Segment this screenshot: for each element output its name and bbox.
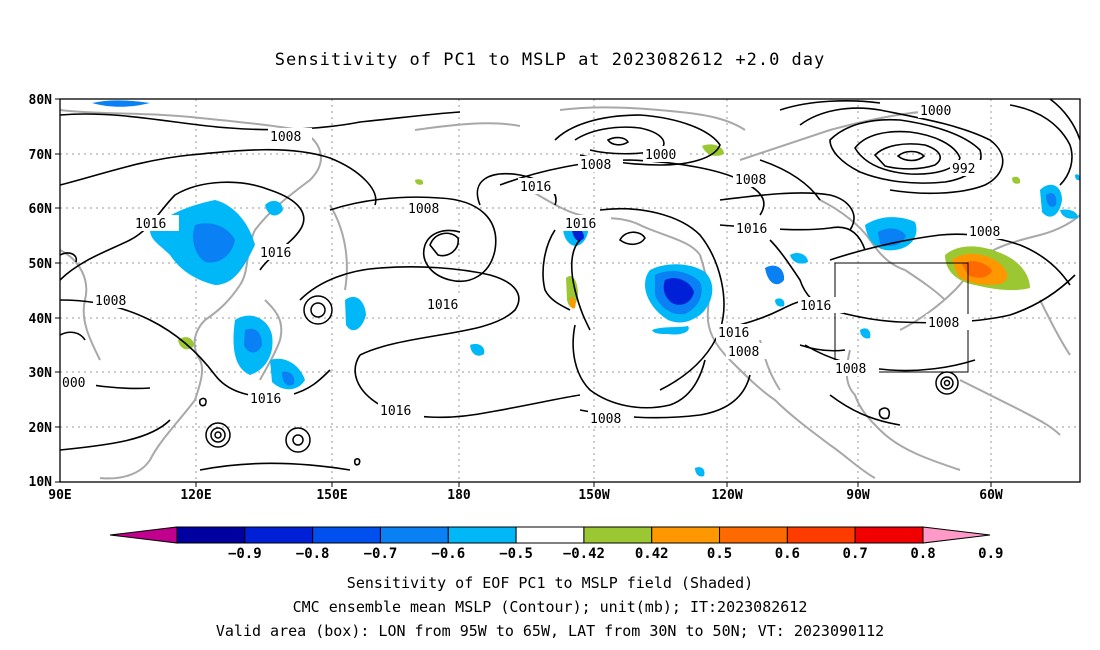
contour-label: 1008 xyxy=(969,225,1000,240)
contour-label: 1008 xyxy=(580,158,611,173)
latitude-labels: 80N 70N 60N 50N 40N 30N 20N 10N xyxy=(29,93,53,490)
contour-label: 992 xyxy=(952,162,975,177)
axis-ticks xyxy=(55,98,992,487)
colorbar-segment xyxy=(379,526,449,544)
lon-label: 120W xyxy=(711,488,742,503)
colorbar-tick-label: 0.42 xyxy=(635,546,669,562)
colorbar-tick-label: −0.8 xyxy=(296,546,330,562)
lon-label: 180 xyxy=(447,488,471,503)
colorbar-segment xyxy=(651,526,721,544)
contour-label: 1000 xyxy=(645,148,676,163)
contour-label: 1016 xyxy=(718,326,749,341)
colorbar-segment xyxy=(583,526,653,544)
coastlines xyxy=(60,106,1080,480)
colorbar-segment xyxy=(176,526,246,544)
colorbar-segment xyxy=(854,526,924,544)
contour-label: 1008 xyxy=(728,345,759,360)
contour-label: 1008 xyxy=(408,202,439,217)
colorbar-segment xyxy=(719,526,788,544)
contour-label: 1008 xyxy=(835,362,866,377)
contour-label: 1000 xyxy=(920,104,951,119)
caption-line-3: Valid area (box): LON from 95W to 65W, L… xyxy=(215,622,885,640)
lat-label: 70N xyxy=(29,148,53,163)
lon-label: 120E xyxy=(180,488,211,503)
plot-title: Sensitivity of PC1 to MSLP at 2023082612… xyxy=(274,50,826,70)
colorbar-segment xyxy=(447,526,517,544)
lat-label: 20N xyxy=(29,421,53,436)
contour-labels: 1008 1000 1008 1000 992 1008 1016 1008 1… xyxy=(60,102,1013,427)
colorbar-tick-label: −0.6 xyxy=(431,546,465,562)
caption-line-1: Sensitivity of EOF PC1 to MSLP field (Sh… xyxy=(346,574,754,592)
caption-line-2: CMC ensemble mean MSLP (Contour); unit(m… xyxy=(292,598,808,616)
colorbar-tick-label: −0.42 xyxy=(563,546,605,562)
contour-label: 1016 xyxy=(520,180,551,195)
contour-label: 1016 xyxy=(565,217,596,232)
colorbar-segment xyxy=(786,526,856,544)
longitude-labels: 90E 120E 150E 180 150W 120W 90W 60W xyxy=(48,488,1003,503)
contour-label: 000 xyxy=(62,376,85,391)
colorbar-tick-label: 0.5 xyxy=(707,546,732,562)
contour-label: 1008 xyxy=(95,294,126,309)
colorbar-labels: −0.9 −0.8 −0.7 −0.6 −0.5 −0.42 0.42 0.5 0.6 0.7 0.… xyxy=(228,546,1004,562)
lat-label: 60N xyxy=(29,202,53,217)
colorbar-segment xyxy=(312,526,381,544)
colorbar-tick-label: −0.7 xyxy=(364,546,398,562)
contour-label: 1016 xyxy=(250,392,281,407)
contour-label: 1016 xyxy=(135,217,166,232)
lon-label: 90W xyxy=(846,488,870,503)
contour-label: 1008 xyxy=(270,130,301,145)
colorbar-segment xyxy=(244,526,314,544)
mslp-contours xyxy=(60,99,1080,471)
lon-label: 90E xyxy=(48,488,71,503)
colorbar-right-triangle xyxy=(922,526,991,544)
lat-label: 50N xyxy=(29,257,53,272)
lat-label: 40N xyxy=(29,312,53,327)
contour-label: 1016 xyxy=(736,222,767,237)
lon-label: 60W xyxy=(979,488,1003,503)
lat-label: 80N xyxy=(29,93,53,108)
contour-label: 1016 xyxy=(427,298,458,313)
contour-label: 1008 xyxy=(928,316,959,331)
colorbar-tick-label: 0.9 xyxy=(978,546,1003,562)
colorbar-tick-label: 0.6 xyxy=(775,546,800,562)
colorbar-segment xyxy=(515,526,585,544)
contour-label: 1016 xyxy=(260,246,291,261)
colorbar xyxy=(109,526,991,544)
colorbar-tick-label: 0.8 xyxy=(910,546,935,562)
colorbar-tick-label: 0.7 xyxy=(843,546,868,562)
contour-label: 1008 xyxy=(735,173,766,188)
lon-label: 150W xyxy=(578,488,609,503)
lat-label: 10N xyxy=(29,475,53,490)
colorbar-left-triangle xyxy=(109,526,178,544)
contour-label: 1016 xyxy=(800,299,831,314)
map-frame xyxy=(59,98,1081,483)
colorbar-tick-label: −0.9 xyxy=(228,546,262,562)
colorbar-tick-label: −0.5 xyxy=(499,546,533,562)
lon-label: 150E xyxy=(316,488,347,503)
lat-label: 30N xyxy=(29,366,53,381)
contour-label: 1016 xyxy=(380,404,411,419)
contour-label: 1008 xyxy=(590,412,621,427)
